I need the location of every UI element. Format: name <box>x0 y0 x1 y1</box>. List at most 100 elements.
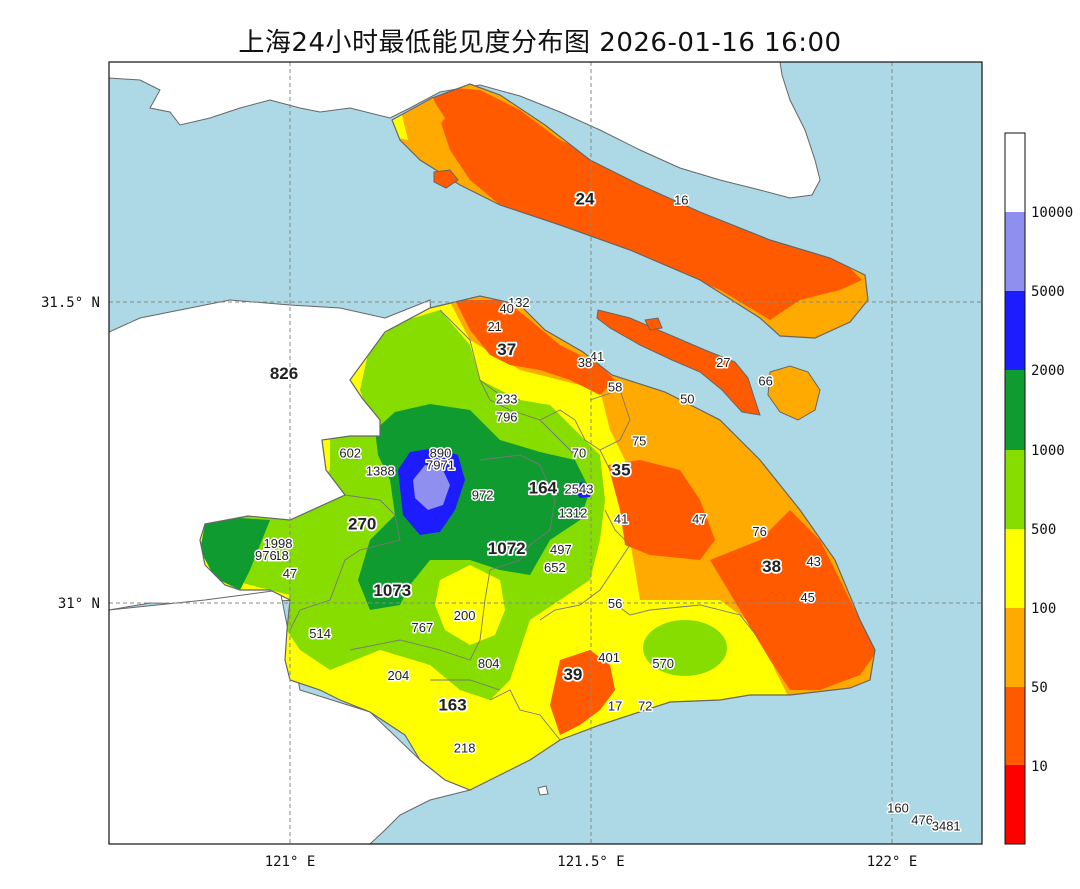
station-value-45: 401 <box>598 650 620 665</box>
station-value-24: 972 <box>472 488 494 503</box>
hengsha-island <box>767 365 821 421</box>
colorbar-tick-100: 100 <box>1031 601 1056 617</box>
station-value-47: 804 <box>478 656 500 671</box>
station-value-31: 1072 <box>488 539 526 558</box>
station-value-15: 75 <box>632 434 646 449</box>
station-value-39: 1073 <box>373 581 411 600</box>
station-value-9: 66 <box>758 373 772 388</box>
station-value-38: 47 <box>283 566 297 581</box>
colorbar: 10 50 100 500 1000 2000 5000 10000 <box>1004 132 1073 845</box>
small-island-1 <box>433 169 459 189</box>
station-value-19: 35 <box>612 461 631 480</box>
station-value-25: 1312 <box>558 506 587 521</box>
contour-570-blob <box>643 620 727 676</box>
colorbar-swatch-50-100 <box>1005 608 1025 687</box>
station-value-56: 3481 <box>932 819 961 834</box>
land-north-jiangsu <box>109 62 821 199</box>
colorbar-swatch-100-500 <box>1005 529 1025 608</box>
station-value-53: 218 <box>454 741 476 756</box>
colorbar-swatch-lt10 <box>1005 765 1025 844</box>
colorbar-tick-50: 50 <box>1031 680 1048 696</box>
lon-label-121: 121° E <box>265 854 316 870</box>
contour-east-10-50 <box>710 510 875 690</box>
station-value-30: 1998 <box>264 536 293 551</box>
lon-label-122: 122° E <box>867 854 918 870</box>
station-value-35: 43 <box>806 554 820 569</box>
lat-label-31-5: 31.5° N <box>41 295 100 311</box>
station-value-51: 17 <box>608 698 622 713</box>
station-value-5: 37 <box>497 340 516 359</box>
colorbar-swatch-1000-2000 <box>1005 370 1025 450</box>
colorbar-swatch-gt10000 <box>1005 133 1025 212</box>
colorbar-swatch-10-50 <box>1005 687 1025 765</box>
station-value-13: 50 <box>680 391 694 406</box>
station-value-48: 39 <box>563 665 582 684</box>
station-value-28: 270 <box>348 515 376 534</box>
station-value-26: 41 <box>614 512 628 527</box>
station-value-37: 38 <box>762 557 781 576</box>
station-value-7: 38 <box>578 355 592 370</box>
map-title: 上海24小时最低能见度分布图 2026-01-16 16:00 <box>238 28 842 58</box>
district-boundaries <box>289 309 761 741</box>
station-value-16: 602 <box>339 446 361 461</box>
station-value-20: 7971 <box>426 458 455 473</box>
colorbar-frame <box>1004 132 1026 845</box>
station-value-21: 1388 <box>366 464 395 479</box>
station-value-12: 233 <box>496 391 518 406</box>
station-value-17: 890 <box>430 446 452 461</box>
station-value-33: 718 <box>267 548 289 563</box>
contour-pudong-10-50 <box>608 460 715 560</box>
contour-chongming-yellow <box>392 115 408 140</box>
station-value-43: 767 <box>412 620 434 635</box>
station-value-50: 163 <box>438 695 466 714</box>
contour-north-10-50 <box>455 300 615 395</box>
station-value-55: 476 <box>911 813 933 828</box>
station-value-32: 497 <box>550 542 572 557</box>
map-frame <box>108 61 983 845</box>
changxing-island <box>596 309 761 416</box>
contour-2000-5000-small <box>572 482 592 498</box>
station-value-4: 21 <box>487 319 501 334</box>
colorbar-swatch-2000-5000 <box>1005 291 1025 370</box>
station-value-41: 56 <box>608 596 622 611</box>
station-value-2: 132 <box>508 295 530 310</box>
station-value-23: 2543 <box>565 482 594 497</box>
station-value-3: 40 <box>499 301 513 316</box>
station-value-8: 27 <box>716 355 730 370</box>
station-value-36: 652 <box>544 560 566 575</box>
station-value-6: 41 <box>590 349 604 364</box>
contour-south-10-50 <box>550 650 615 735</box>
shanghai-outline <box>199 295 876 791</box>
lat-label-31: 31° N <box>58 596 100 612</box>
colorbar-tick-2000: 2000 <box>1031 363 1065 379</box>
station-value-49: 204 <box>388 668 410 683</box>
colorbar-tick-500: 500 <box>1031 522 1056 538</box>
colorbar-tick-5000: 5000 <box>1031 284 1065 300</box>
station-value-54: 160 <box>887 801 909 816</box>
station-value-0: 24 <box>576 190 595 209</box>
station-value-22: 164 <box>529 479 558 498</box>
station-value-34: 976 <box>255 548 277 563</box>
station-value-29: 76 <box>752 524 766 539</box>
station-value-1: 16 <box>674 193 688 208</box>
contour-chongming-10-50 <box>430 86 862 320</box>
colorbar-tick-10: 10 <box>1031 759 1048 775</box>
station-value-11: 826 <box>270 364 298 383</box>
station-value-46: 570 <box>652 656 674 671</box>
colorbar-swatch-5000-10000 <box>1005 212 1025 291</box>
station-value-14: 796 <box>496 409 518 424</box>
station-value-27: 47 <box>692 512 706 527</box>
station-value-42: 200 <box>454 608 476 623</box>
station-value-44: 514 <box>309 626 331 641</box>
station-value-18: 70 <box>572 446 586 461</box>
colorbar-swatch-500-1000 <box>1005 450 1025 529</box>
station-value-10: 58 <box>608 379 622 394</box>
small-island-3 <box>537 785 549 796</box>
small-island-2 <box>644 317 663 331</box>
contour-5000-10000 <box>413 465 450 510</box>
grid-lines <box>109 62 982 844</box>
colorbar-tick-1000: 1000 <box>1031 443 1065 459</box>
